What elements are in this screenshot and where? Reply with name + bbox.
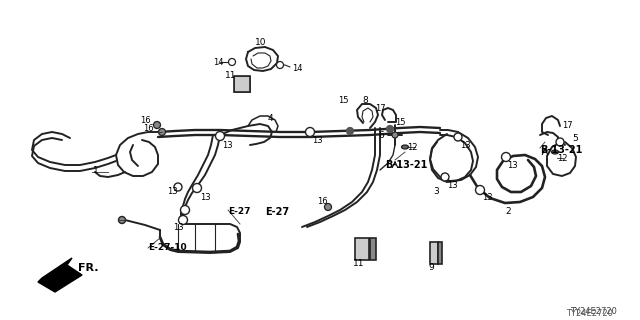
Circle shape	[387, 125, 394, 132]
Text: 17: 17	[375, 103, 386, 113]
Text: 16: 16	[143, 124, 154, 132]
Text: B-13-21: B-13-21	[540, 145, 582, 155]
Circle shape	[305, 127, 314, 137]
Text: 1: 1	[93, 165, 99, 174]
Circle shape	[159, 129, 166, 135]
Bar	[355, 238, 369, 260]
Text: B-13-21: B-13-21	[385, 160, 428, 170]
Text: FR.: FR.	[78, 263, 99, 273]
Circle shape	[454, 133, 462, 141]
Bar	[234, 76, 250, 92]
Circle shape	[180, 205, 189, 214]
Circle shape	[441, 173, 449, 181]
Bar	[438, 242, 442, 264]
Circle shape	[276, 61, 284, 68]
Ellipse shape	[552, 150, 559, 154]
Text: 13: 13	[222, 140, 232, 149]
Text: 17: 17	[562, 121, 573, 130]
Text: 16: 16	[317, 197, 328, 206]
Circle shape	[476, 186, 484, 195]
Circle shape	[179, 215, 188, 225]
Text: 6: 6	[378, 131, 384, 140]
Text: 16: 16	[140, 116, 150, 124]
Text: 13: 13	[167, 188, 178, 196]
Text: 9: 9	[428, 263, 434, 273]
Text: E-27: E-27	[265, 207, 289, 217]
Text: 11: 11	[353, 260, 365, 268]
Text: 15: 15	[395, 117, 406, 126]
Text: 12: 12	[407, 142, 417, 151]
Text: 15: 15	[338, 95, 349, 105]
Circle shape	[556, 138, 564, 146]
Text: 5: 5	[572, 133, 578, 142]
Circle shape	[216, 132, 225, 140]
Bar	[370, 238, 376, 260]
Circle shape	[118, 217, 125, 223]
Text: 4: 4	[268, 114, 274, 123]
Ellipse shape	[401, 145, 408, 149]
Text: 13: 13	[200, 194, 211, 203]
Text: 8: 8	[362, 95, 368, 105]
Text: E-27-10: E-27-10	[148, 244, 187, 252]
Text: 13: 13	[507, 161, 518, 170]
Text: 13: 13	[312, 135, 323, 145]
Circle shape	[228, 59, 236, 66]
Text: 13: 13	[447, 180, 458, 189]
Text: 14: 14	[213, 58, 223, 67]
Circle shape	[392, 132, 398, 138]
Text: 13: 13	[460, 140, 470, 149]
Circle shape	[154, 122, 161, 129]
Text: 10: 10	[255, 37, 266, 46]
Text: 13: 13	[482, 194, 493, 203]
Text: TY24E2720: TY24E2720	[566, 309, 613, 318]
Text: 11: 11	[225, 70, 237, 79]
Bar	[430, 242, 438, 264]
Text: 14: 14	[292, 63, 303, 73]
Circle shape	[193, 183, 202, 193]
Text: TY24E2720: TY24E2720	[570, 308, 617, 316]
Text: 3: 3	[433, 188, 439, 196]
Text: 13: 13	[173, 223, 184, 233]
Circle shape	[502, 153, 511, 162]
Circle shape	[324, 204, 332, 211]
Bar	[234, 76, 250, 92]
Text: E-27: E-27	[228, 207, 250, 217]
Circle shape	[346, 127, 353, 134]
Polygon shape	[38, 258, 82, 292]
Circle shape	[174, 183, 182, 191]
Text: 12: 12	[557, 154, 568, 163]
Text: 2: 2	[505, 207, 511, 217]
